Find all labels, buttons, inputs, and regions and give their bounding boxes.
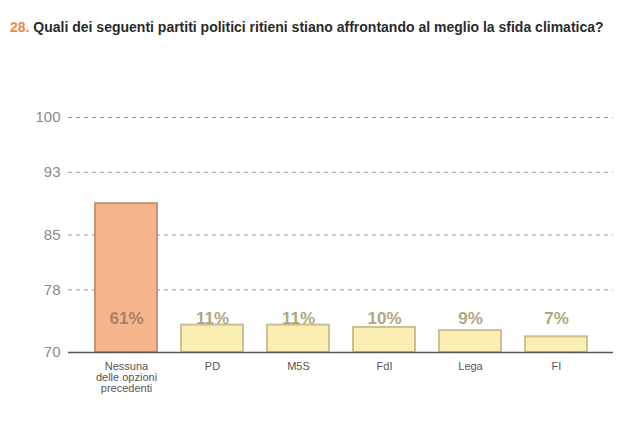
svg-text:78: 78 bbox=[44, 281, 61, 298]
svg-text:Lega: Lega bbox=[458, 360, 483, 372]
svg-text:FI: FI bbox=[552, 360, 562, 372]
svg-text:M5S: M5S bbox=[287, 360, 310, 372]
svg-text:70: 70 bbox=[44, 343, 61, 360]
svg-text:10%: 10% bbox=[367, 309, 401, 328]
svg-text:PD: PD bbox=[205, 360, 220, 372]
svg-text:93: 93 bbox=[44, 163, 61, 180]
svg-text:9%: 9% bbox=[458, 309, 483, 328]
svg-text:61%: 61% bbox=[109, 309, 143, 328]
svg-text:11%: 11% bbox=[196, 309, 229, 328]
html-text:28. Quali dei seguenti partiti: 28. Quali dei seguenti partiti politici … bbox=[10, 19, 604, 35]
svg-text:100: 100 bbox=[35, 108, 60, 125]
svg-text:7%: 7% bbox=[544, 309, 569, 328]
svg-text:85: 85 bbox=[44, 226, 61, 243]
svg-text:11%: 11% bbox=[282, 309, 315, 328]
svg-text:Nessunadelle opzioniprecedenti: Nessunadelle opzioniprecedenti bbox=[96, 360, 157, 394]
svg-text:FdI: FdI bbox=[377, 360, 393, 372]
